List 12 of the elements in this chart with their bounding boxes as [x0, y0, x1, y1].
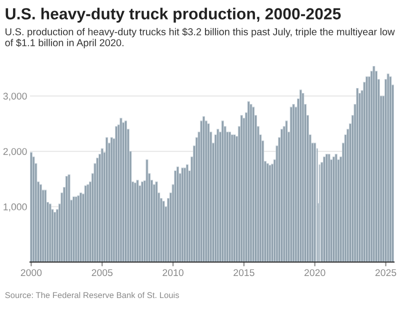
y-tick-label: 1,000	[4, 203, 27, 212]
chart-title: U.S. heavy-duty truck production, 2000-2025	[6, 8, 341, 23]
x-tick-label: 2000	[20, 269, 42, 276]
chart-subtitle: U.S. production of heavy-duty trucks hit $3.2 billion this past July, triple the multiyear low of $1.1 billion in April 2020.	[5, 28, 395, 48]
x-tick-label: 2015	[234, 269, 254, 276]
x-tick-label: 2010	[162, 269, 184, 276]
x-tick-label: 2025	[375, 269, 396, 276]
y-tick-label: 3,000	[3, 92, 27, 101]
x-tick-label: 2005	[92, 269, 113, 276]
y-tick-label: 2,000	[3, 148, 27, 156]
x-tick-label: 2020	[304, 269, 326, 276]
source-note: Source: The Federal Reserve Bank of St. Louis	[5, 292, 179, 298]
